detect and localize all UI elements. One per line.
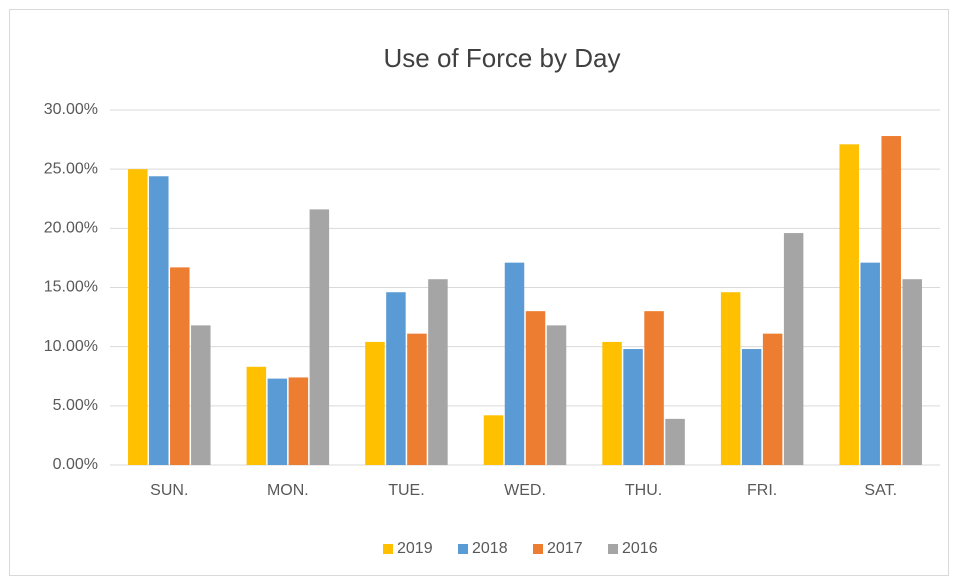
bar [839, 144, 859, 466]
bar [741, 349, 762, 465]
legend-swatch [533, 544, 543, 554]
bar [602, 341, 622, 465]
y-tick-label: 10.00% [44, 338, 98, 355]
bar [407, 333, 427, 465]
chart-title: Use of Force by Day [384, 43, 621, 73]
x-tick-label: MON. [267, 482, 309, 499]
legend-label: 2017 [547, 540, 583, 557]
x-tick-label: SUN. [150, 482, 188, 499]
bar [483, 415, 504, 465]
x-tick-label: FRI. [747, 482, 777, 499]
bar [644, 311, 664, 465]
bar [170, 267, 190, 465]
y-tick-label: 30.00% [44, 101, 98, 118]
bar [386, 292, 406, 465]
legend-label: 2016 [622, 540, 658, 557]
y-tick-label: 0.00% [53, 456, 98, 473]
bar [860, 262, 880, 465]
bar [720, 292, 741, 465]
bar [365, 341, 385, 465]
bar [546, 325, 567, 465]
bar [623, 349, 643, 465]
x-tick-label: THU. [625, 482, 662, 499]
y-tick-label: 15.00% [44, 279, 98, 296]
legend-label: 2019 [397, 540, 433, 557]
bar [288, 377, 309, 465]
legend-label: 2018 [472, 540, 508, 557]
bar [191, 325, 211, 465]
y-tick-label: 5.00% [53, 397, 98, 414]
bar [149, 176, 169, 465]
bar [783, 233, 804, 465]
y-tick-label: 20.00% [44, 220, 98, 237]
bar [504, 262, 525, 465]
y-tick-label: 25.00% [44, 160, 98, 177]
x-tick-label: SAT. [864, 482, 897, 499]
bar [128, 169, 148, 465]
bar [881, 136, 901, 466]
legend-swatch [458, 544, 468, 554]
legend-swatch [383, 544, 393, 554]
x-tick-label: TUE. [388, 482, 424, 499]
bar [902, 279, 922, 465]
bar [665, 418, 685, 465]
bar [762, 333, 783, 465]
bar [428, 279, 448, 465]
bar [525, 311, 546, 465]
legend-swatch [608, 544, 618, 554]
bar [309, 209, 330, 465]
bar [267, 378, 288, 465]
bar [246, 366, 267, 465]
x-tick-label: WED. [504, 482, 546, 499]
